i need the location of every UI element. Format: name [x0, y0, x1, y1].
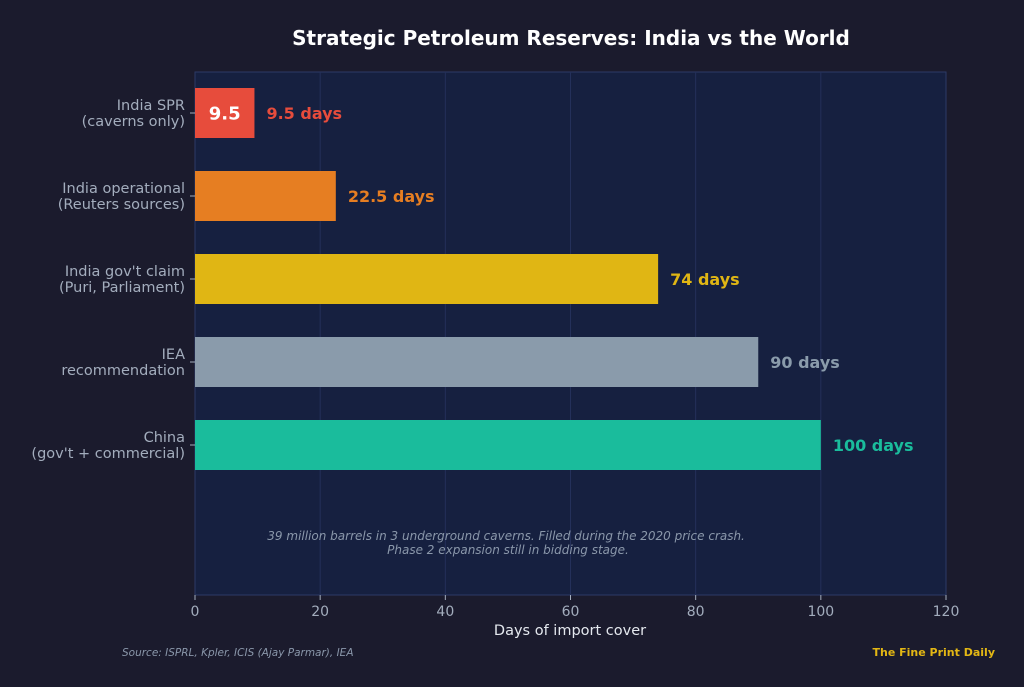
bar: [195, 171, 336, 221]
chart-title: Strategic Petroleum Reserves: India vs t…: [292, 26, 850, 50]
x-axis-ticks: 0 20 40 60 80 100 120: [191, 595, 960, 620]
category-label-line: (Puri, Parliament): [59, 280, 185, 296]
x-tick-label: 40: [436, 604, 454, 620]
annotation-line: 39 million barrels in 3 underground cave…: [267, 529, 745, 543]
category-label: India gov't claim (Puri, Parliament): [59, 264, 185, 296]
source-note: Source: ISPRL, Kpler, ICIS (Ajay Parmar)…: [122, 647, 354, 659]
category-label-line: India SPR: [117, 98, 185, 114]
bars-group: 9.5 days 9.5 22.5 days 74 days 90 days 100 da…: [195, 88, 914, 470]
bar: [195, 254, 659, 304]
x-tick-label: 80: [687, 604, 705, 620]
category-label-line: (Reuters sources): [58, 197, 185, 213]
value-label: 100 days: [833, 436, 914, 455]
x-tick-label: 60: [562, 604, 580, 620]
grid-lines: [319, 72, 822, 595]
x-tick-label: 20: [311, 604, 329, 620]
x-tick-label: 120: [933, 604, 960, 620]
category-labels: India SPR (caverns only) India operational…: [31, 98, 195, 462]
brand-label: The Fine Print Daily: [873, 646, 995, 659]
value-label: 74 days: [670, 270, 740, 289]
value-label: 22.5 days: [348, 187, 435, 206]
bar: [195, 420, 821, 470]
bar: [195, 337, 759, 387]
category-label: China (gov't + commercial): [31, 430, 185, 462]
x-tick-label: 100: [807, 604, 834, 620]
category-label-line: recommendation: [61, 363, 185, 379]
x-axis-label: Days of import cover: [494, 623, 646, 639]
category-label: India SPR (caverns only): [82, 98, 185, 130]
category-label: IEA recommendation: [61, 347, 185, 379]
category-label-line: (gov't + commercial): [31, 446, 185, 462]
chart-annotation: 39 million barrels in 3 underground cave…: [267, 529, 748, 557]
annotation-line: Phase 2 expansion still in bidding stage…: [387, 543, 629, 557]
category-label-line: India gov't claim: [65, 264, 185, 280]
value-label: 9.5 days: [266, 104, 342, 123]
category-label-line: China: [144, 430, 185, 446]
category-label-line: IEA: [162, 347, 185, 363]
category-label-line: India operational: [62, 181, 185, 197]
x-tick-label: 0: [191, 604, 200, 620]
bar: [195, 88, 255, 138]
value-label: 90 days: [770, 353, 840, 372]
category-label-line: (caverns only): [82, 114, 185, 130]
bar-inner-label: 9.5: [209, 104, 241, 125]
category-label: India operational (Reuters sources): [58, 181, 185, 213]
